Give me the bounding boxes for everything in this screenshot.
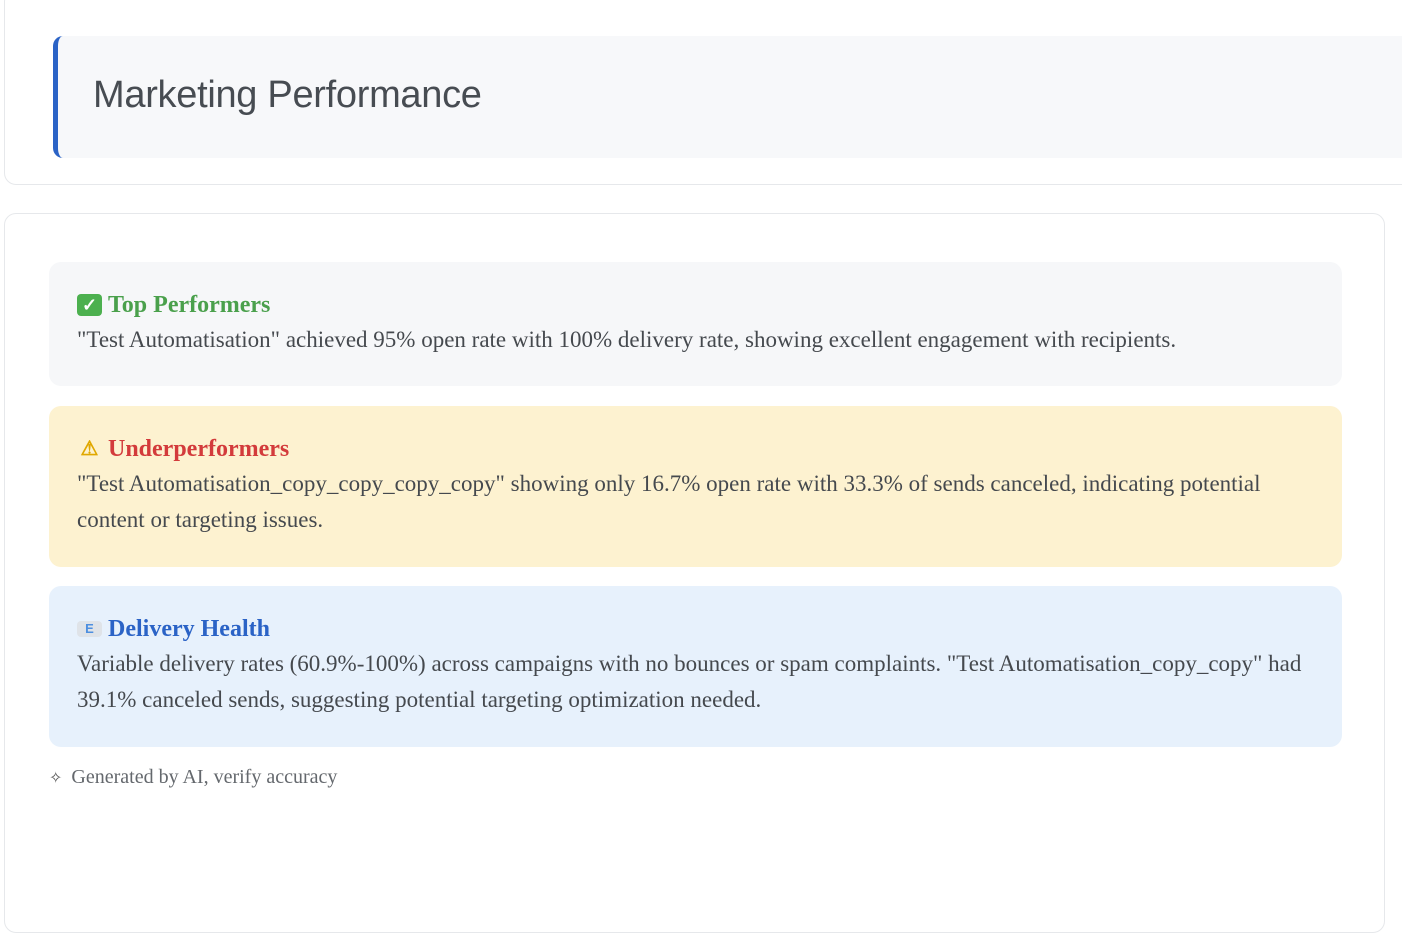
insight-underperformers: ⚠ Underperformers "Test Automatisation_co… xyxy=(49,406,1342,567)
page-title: Marketing Performance xyxy=(93,74,482,116)
ai-disclaimer-text: Generated by AI, verify accuracy xyxy=(71,766,338,788)
insight-top-performers: ✓ Top Performers "Test Automatisation" ac… xyxy=(49,262,1342,386)
sparkle-icon: ✧ xyxy=(49,769,63,787)
insight-body: "Test Automatisation" achieved 95% open … xyxy=(77,327,1177,352)
insight-title: Delivery Health xyxy=(108,616,270,642)
warning-icon: ⚠ xyxy=(80,438,99,460)
insight-title: Top Performers xyxy=(108,292,271,318)
insights-card: ✓ Top Performers "Test Automatisation" ac… xyxy=(4,213,1385,933)
insight-body: "Test Automatisation_copy_copy_copy_copy… xyxy=(77,471,1261,532)
insight-title: Underperformers xyxy=(108,436,290,462)
insight-body: Variable delivery rates (60.9%-100%) acr… xyxy=(77,651,1302,712)
ai-disclaimer: ✧ Generated by AI, verify accuracy xyxy=(49,766,337,789)
header-banner: Marketing Performance xyxy=(53,36,1402,158)
envelope-icon: E xyxy=(77,621,102,637)
check-mark-icon: ✓ xyxy=(77,294,102,316)
insight-delivery-health: E Delivery Health Variable delivery rates… xyxy=(49,586,1342,747)
header-card: Marketing Performance xyxy=(4,0,1402,185)
